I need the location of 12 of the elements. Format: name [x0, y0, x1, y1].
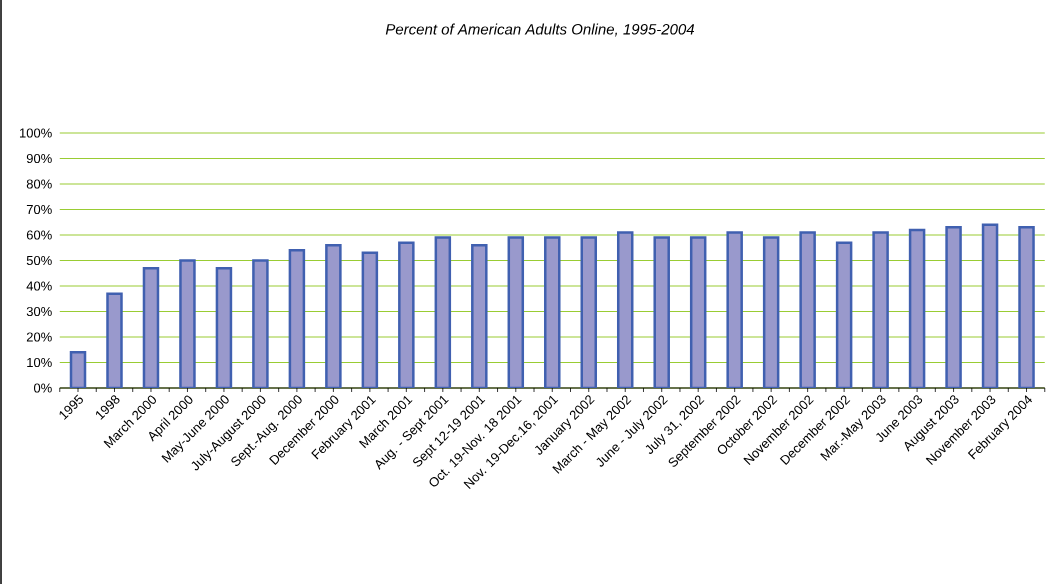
chart-title: Percent of American Adults Online, 1995-2004: [385, 23, 695, 37]
y-tick-label: 40%: [26, 281, 52, 291]
y-tick-label: 80%: [26, 179, 52, 189]
y-tick-label: 90%: [26, 153, 52, 164]
y-tick-label: 30%: [26, 306, 52, 317]
y-tick-label: 20%: [26, 332, 52, 342]
y-tick-label: 50%: [26, 255, 52, 266]
y-tick-label: 0%: [33, 383, 52, 393]
y-tick-label: 60%: [26, 230, 52, 240]
y-tick-label: 100%: [19, 128, 52, 138]
y-tick-label: 70%: [26, 204, 52, 215]
y-tick-label: 10%: [27, 357, 52, 368]
